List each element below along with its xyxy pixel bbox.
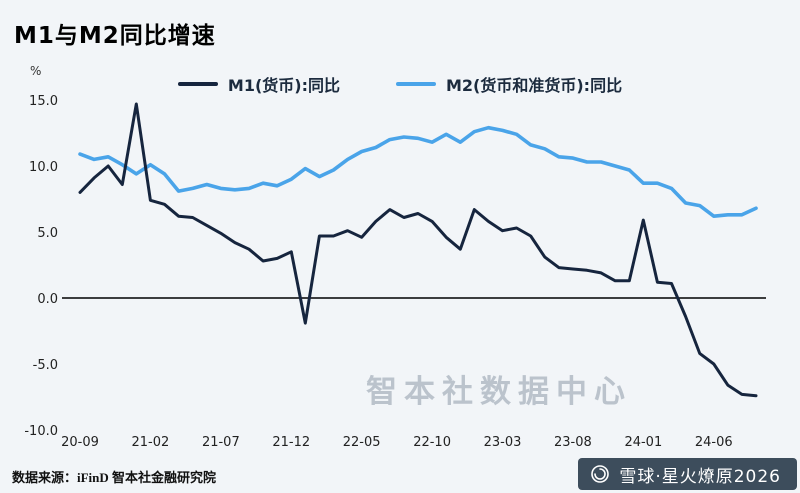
- m1-line-swatch: [177, 82, 218, 86]
- x-tick-label: 20-09: [61, 435, 99, 450]
- legend-item-m1: M1(货币):同比: [177, 72, 340, 96]
- data-source: 数据来源：iFinD 智本社金融研究院: [12, 470, 217, 485]
- x-tick-label: 24-01: [624, 435, 662, 450]
- m2-line-swatch: [396, 82, 436, 86]
- y-tick-label: 15.0: [29, 94, 58, 109]
- chart-title: M1与M2同比增速: [14, 23, 216, 49]
- m1-line: [78, 102, 758, 398]
- x-tick-label: 22-10: [413, 435, 451, 450]
- y-tick-label: 10.0: [29, 160, 58, 175]
- x-tick-label: 23-08: [554, 435, 592, 450]
- legend-item-m2: M2(货币和准货币):同比: [396, 72, 622, 96]
- badge-text: 雪球·星火燎原2026: [619, 466, 781, 487]
- xueqiu-badge: 雪球·星火燎原2026: [578, 458, 797, 490]
- x-tick-label: 23-03: [484, 435, 522, 450]
- x-tick-label: 24-06: [695, 435, 733, 450]
- x-tick-label: 21-02: [132, 435, 170, 450]
- y-tick-label: -10.0: [24, 424, 58, 439]
- legend: M1(货币):同比 M2(货币和准货币):同比: [0, 72, 800, 96]
- xueqiu-logo-icon: [590, 464, 610, 484]
- y-axis-unit-label: %: [30, 64, 42, 78]
- legend-label-m1: M1(货币):同比: [227, 76, 340, 95]
- x-tick-label: 22-05: [343, 435, 381, 450]
- y-tick-label: 0.0: [37, 292, 58, 307]
- m2-line: [78, 125, 758, 218]
- y-tick-label: -5.0: [33, 358, 58, 373]
- x-tick-label: 21-12: [272, 435, 310, 450]
- watermark: 智本社数据中心: [366, 374, 632, 410]
- legend-label-m2: M2(货币和准货币):同比: [446, 76, 623, 95]
- x-tick-label: 21-07: [202, 435, 240, 450]
- line-chart: 15.0 10.0 5.0 0.0 -5.0 -10.020-09 21-02 21-07 21…: [24, 94, 766, 450]
- y-tick-label: 5.0: [37, 226, 58, 241]
